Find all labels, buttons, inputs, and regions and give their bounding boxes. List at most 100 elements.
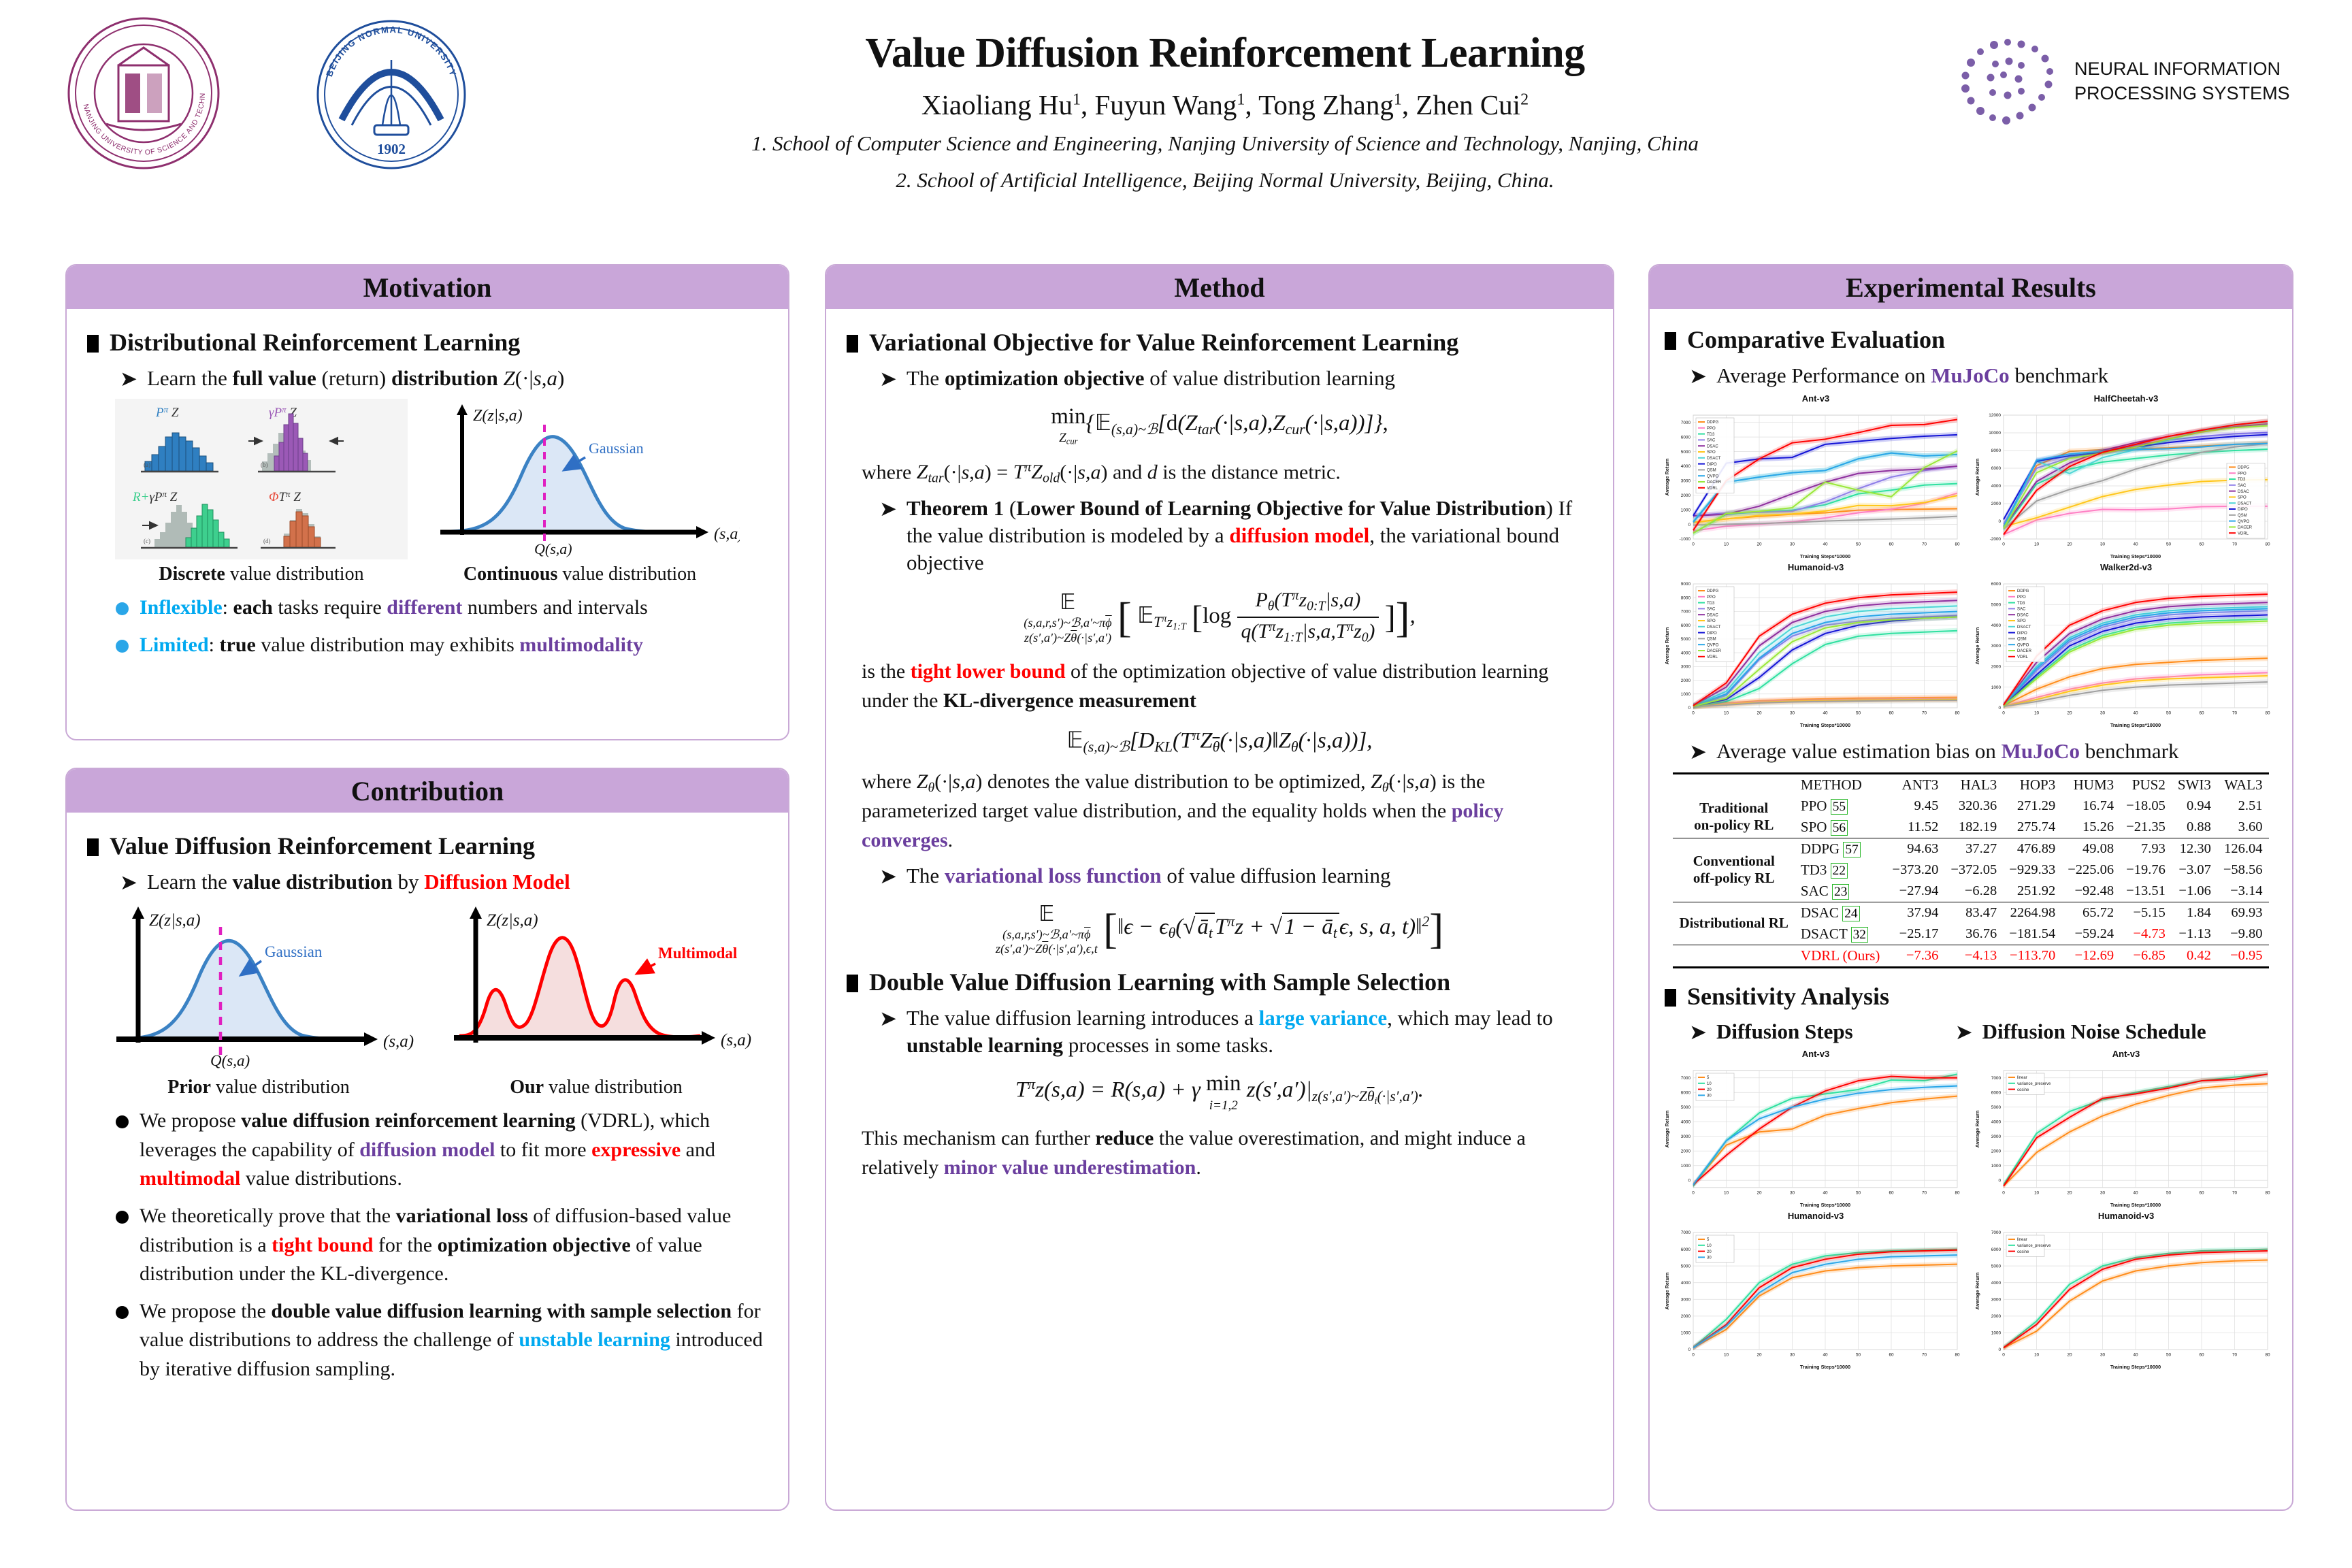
svg-text:7000: 7000 xyxy=(1681,421,1691,425)
triangle-bullet-icon: ➤ xyxy=(879,496,897,521)
ylabel: Average Return xyxy=(1974,458,1980,495)
contribution-bullet-1-label: Value Diffusion Reinforcement Learning xyxy=(110,832,535,860)
method-bullet-2: Double Value Diffusion Learning with Sam… xyxy=(847,968,1595,998)
table-row: SPO 56 11.52 182.19 275.74 15.26 −21.35 0.88 3.… xyxy=(1673,817,2268,838)
citation-ref[interactable]: 32 xyxy=(1850,926,1868,943)
table-cell: 65.72 xyxy=(2082,904,2114,920)
legend-DSACT: DSACT xyxy=(1707,457,1721,461)
citation-ref[interactable]: 57 xyxy=(1843,841,1861,858)
sensitivity-noise-label: Diffusion Noise Schedule xyxy=(1982,1019,2206,1044)
triangle-bullet-icon: ➤ xyxy=(879,1006,897,1030)
series-cosine xyxy=(2003,1073,2268,1187)
equation-variational-loss: 𝔼 (s,a,r,s′)~ℬ,a′~πϕ z(s′,a′)~Zθ(·|s′,a′)… xyxy=(995,901,1444,956)
legend-30: 30 xyxy=(1707,1256,1712,1260)
table-cell: 1.84 xyxy=(2186,904,2211,920)
svg-text:0: 0 xyxy=(1998,1178,2001,1183)
svg-text:40: 40 xyxy=(1823,542,1828,547)
equation-kl-divergence: 𝔼(s,a)~ℬ[DKL(TπZθ(·|s,a)‖Zθ(·|s,a))], xyxy=(1066,727,1373,755)
method-sub-1-label: The optimization objective of value dist… xyxy=(906,365,1395,390)
svg-text:1000: 1000 xyxy=(1991,685,2002,690)
xlabel: Training Steps*10000 xyxy=(2110,553,2161,559)
legend-linear: linear xyxy=(2017,1238,2027,1242)
value-bias-table: METHOD ANT3 HAL3 HOP3 HUM3 PUS2 SWI3 WAL3 Tradit… xyxy=(1673,772,2269,968)
equation-optimization-objective: min Zcur {𝔼(s,a)~ℬ[d(Ztar(·|s,a),Zcur(·|s,… xyxy=(1051,404,1388,446)
contribution-body: Value Diffusion Reinforcement Learning ➤… xyxy=(67,813,788,1398)
svg-text:30: 30 xyxy=(1790,711,1795,716)
xlabel: Training Steps*10000 xyxy=(1800,553,1850,559)
svg-text:6000: 6000 xyxy=(1991,1090,2002,1095)
circle-bullet-icon xyxy=(116,639,129,653)
table-cell: 11.52 xyxy=(1907,819,1939,834)
svg-text:1000: 1000 xyxy=(1681,692,1691,697)
table-cell: 49.08 xyxy=(2082,840,2114,856)
svg-text:40: 40 xyxy=(2133,1352,2138,1357)
citation-ref[interactable]: 56 xyxy=(1830,819,1848,836)
table-method-name: DSACT 32 xyxy=(1795,924,1886,945)
chart-walker2d-v3-main: 0 1000 2000 3000 4000 5000 6000 0 10 20 30 40 50 60 70… xyxy=(1974,582,2270,728)
svg-text:80: 80 xyxy=(2265,711,2270,716)
contribution-point-3-label: We propose the double value diffusion le… xyxy=(140,1299,763,1380)
svg-text:2000: 2000 xyxy=(1991,665,2002,670)
legend-DIPO: DIPO xyxy=(2017,632,2027,636)
method-theorem-1: ➤ Theorem 1 (Lower Bound of Learning Obj… xyxy=(879,495,1595,577)
triangle-bullet-icon: ➤ xyxy=(1955,1020,1973,1045)
table-cell: −9.80 xyxy=(2230,926,2263,941)
citation-ref[interactable]: 24 xyxy=(1842,905,1860,921)
legend-QSM: QSM xyxy=(1707,638,1716,642)
chart-humanoid-v3-noise: 0 1000 2000 3000 4000 5000 6000 7000 0 10 20 30 40 50… xyxy=(1974,1230,2270,1370)
series-QSM xyxy=(1693,515,1958,526)
chart-humanoid-v3-main: 0 1000 2000 3000 4000 5000 6000 7000 8000 9000 0 10… xyxy=(1664,582,1960,728)
contribution-bullet-1: Value Diffusion Reinforcement Learning xyxy=(87,832,770,862)
svg-text:2000: 2000 xyxy=(1991,1314,2002,1319)
citation-ref[interactable]: 55 xyxy=(1830,798,1848,815)
legend-TD3: TD3 xyxy=(2238,478,2246,482)
citation-ref[interactable]: 23 xyxy=(1832,883,1850,900)
motivation-sub-1: ➤ Learn the full value (return) distribu… xyxy=(120,365,770,392)
svg-text:5000: 5000 xyxy=(1681,1105,1691,1110)
circle-bullet-icon xyxy=(116,1305,129,1319)
chart-humanoid-v3-steps: 0 1000 2000 3000 4000 5000 6000 7000 0 10 20 30 40 50… xyxy=(1664,1230,1960,1370)
method-header: Method xyxy=(826,265,1613,309)
our-distribution-figure: Z(z|s,a) (s,a) Multimodal Our value dist… xyxy=(434,902,759,1098)
table-cell: 94.63 xyxy=(1907,840,1939,856)
ylabel: Average Return xyxy=(1664,1110,1670,1147)
panel-tag-a: (a) xyxy=(144,461,150,468)
table-method-name: DSAC 24 xyxy=(1795,902,1886,924)
citation-ref[interactable]: 22 xyxy=(1830,862,1848,879)
chart-wrapper-humanoid-v3-noise: Humanoid-v3 0 1000 2000 3000 4000 5000 6000 7000… xyxy=(1972,1211,2280,1370)
svg-text:-1000: -1000 xyxy=(1680,537,1691,542)
table-cell: −113.70 xyxy=(2010,947,2056,963)
series-DACER xyxy=(2003,425,2268,529)
results-bullet-2-label: Sensitivity Analysis xyxy=(1687,982,1890,1010)
table-cell: −19.76 xyxy=(2126,862,2166,877)
svg-text:5000: 5000 xyxy=(1681,1264,1691,1269)
gaussian-annotation: Gaussian xyxy=(589,440,644,457)
table-col-wal3: WAL3 xyxy=(2224,776,2263,793)
svg-text:4000: 4000 xyxy=(1991,1120,2002,1124)
table-cell: −3.07 xyxy=(2178,862,2211,877)
contribution-sub-1: ➤ Learn the value distribution by Diffus… xyxy=(120,868,770,896)
contribution-point-3: We propose the double value diffusion le… xyxy=(116,1297,770,1384)
svg-text:6000: 6000 xyxy=(1991,466,2002,471)
motivation-point-1-label: Inflexible: each tasks require different… xyxy=(140,596,648,619)
chart-wrapper-ant-v3-steps: Ant-v3 0 1000 2000 3000 4000 5000 6000 7000 0 10 20… xyxy=(1662,1049,1970,1208)
svg-text:50: 50 xyxy=(2166,542,2172,547)
motivation-header: Motivation xyxy=(67,265,788,309)
results-title: Experimental Results xyxy=(1846,272,2096,303)
svg-text:2000: 2000 xyxy=(1681,493,1691,498)
legend-DSAC: DSAC xyxy=(2238,490,2249,494)
results-sub-1-label: Average Performance on MuJoCo benchmark xyxy=(1716,363,2109,387)
svg-text:80: 80 xyxy=(1955,711,1960,716)
chart-wrapper-humanoid-v3-main: Humanoid-v3 0 1000 2000 3000 4000 5000 6000 7000… xyxy=(1662,562,1970,728)
xlabel: Training Steps*10000 xyxy=(2110,722,2161,728)
results-body: Comparative Evaluation ➤ Average Perform… xyxy=(1650,309,2292,1377)
q-annotation: Q(s,a) xyxy=(534,540,572,557)
table-cell: 126.04 xyxy=(2224,840,2263,856)
svg-text:0: 0 xyxy=(1692,1352,1695,1357)
legend-20: 20 xyxy=(1707,1088,1712,1092)
svg-text:2000: 2000 xyxy=(1681,679,1691,683)
circle-bullet-icon xyxy=(116,1210,129,1224)
series-DACER xyxy=(1693,450,1958,534)
svg-text:4000: 4000 xyxy=(1681,651,1691,656)
table-cell: −372.05 xyxy=(1950,862,1997,877)
